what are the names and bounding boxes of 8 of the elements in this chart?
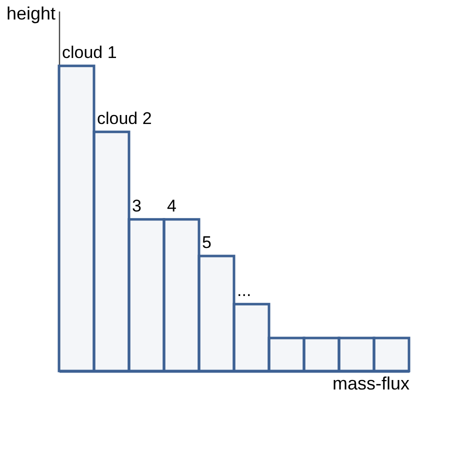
annotation: 5 bbox=[202, 232, 212, 252]
annotation: 3 bbox=[132, 196, 142, 216]
y-axis-title: height bbox=[6, 4, 56, 24]
text: cloud 1 bbox=[62, 42, 117, 62]
annotation: ... bbox=[237, 281, 252, 300]
annotation: cloud 2 bbox=[97, 108, 152, 128]
annotation: 4 bbox=[167, 196, 176, 216]
x-axis-title: mass-flux bbox=[332, 374, 410, 394]
